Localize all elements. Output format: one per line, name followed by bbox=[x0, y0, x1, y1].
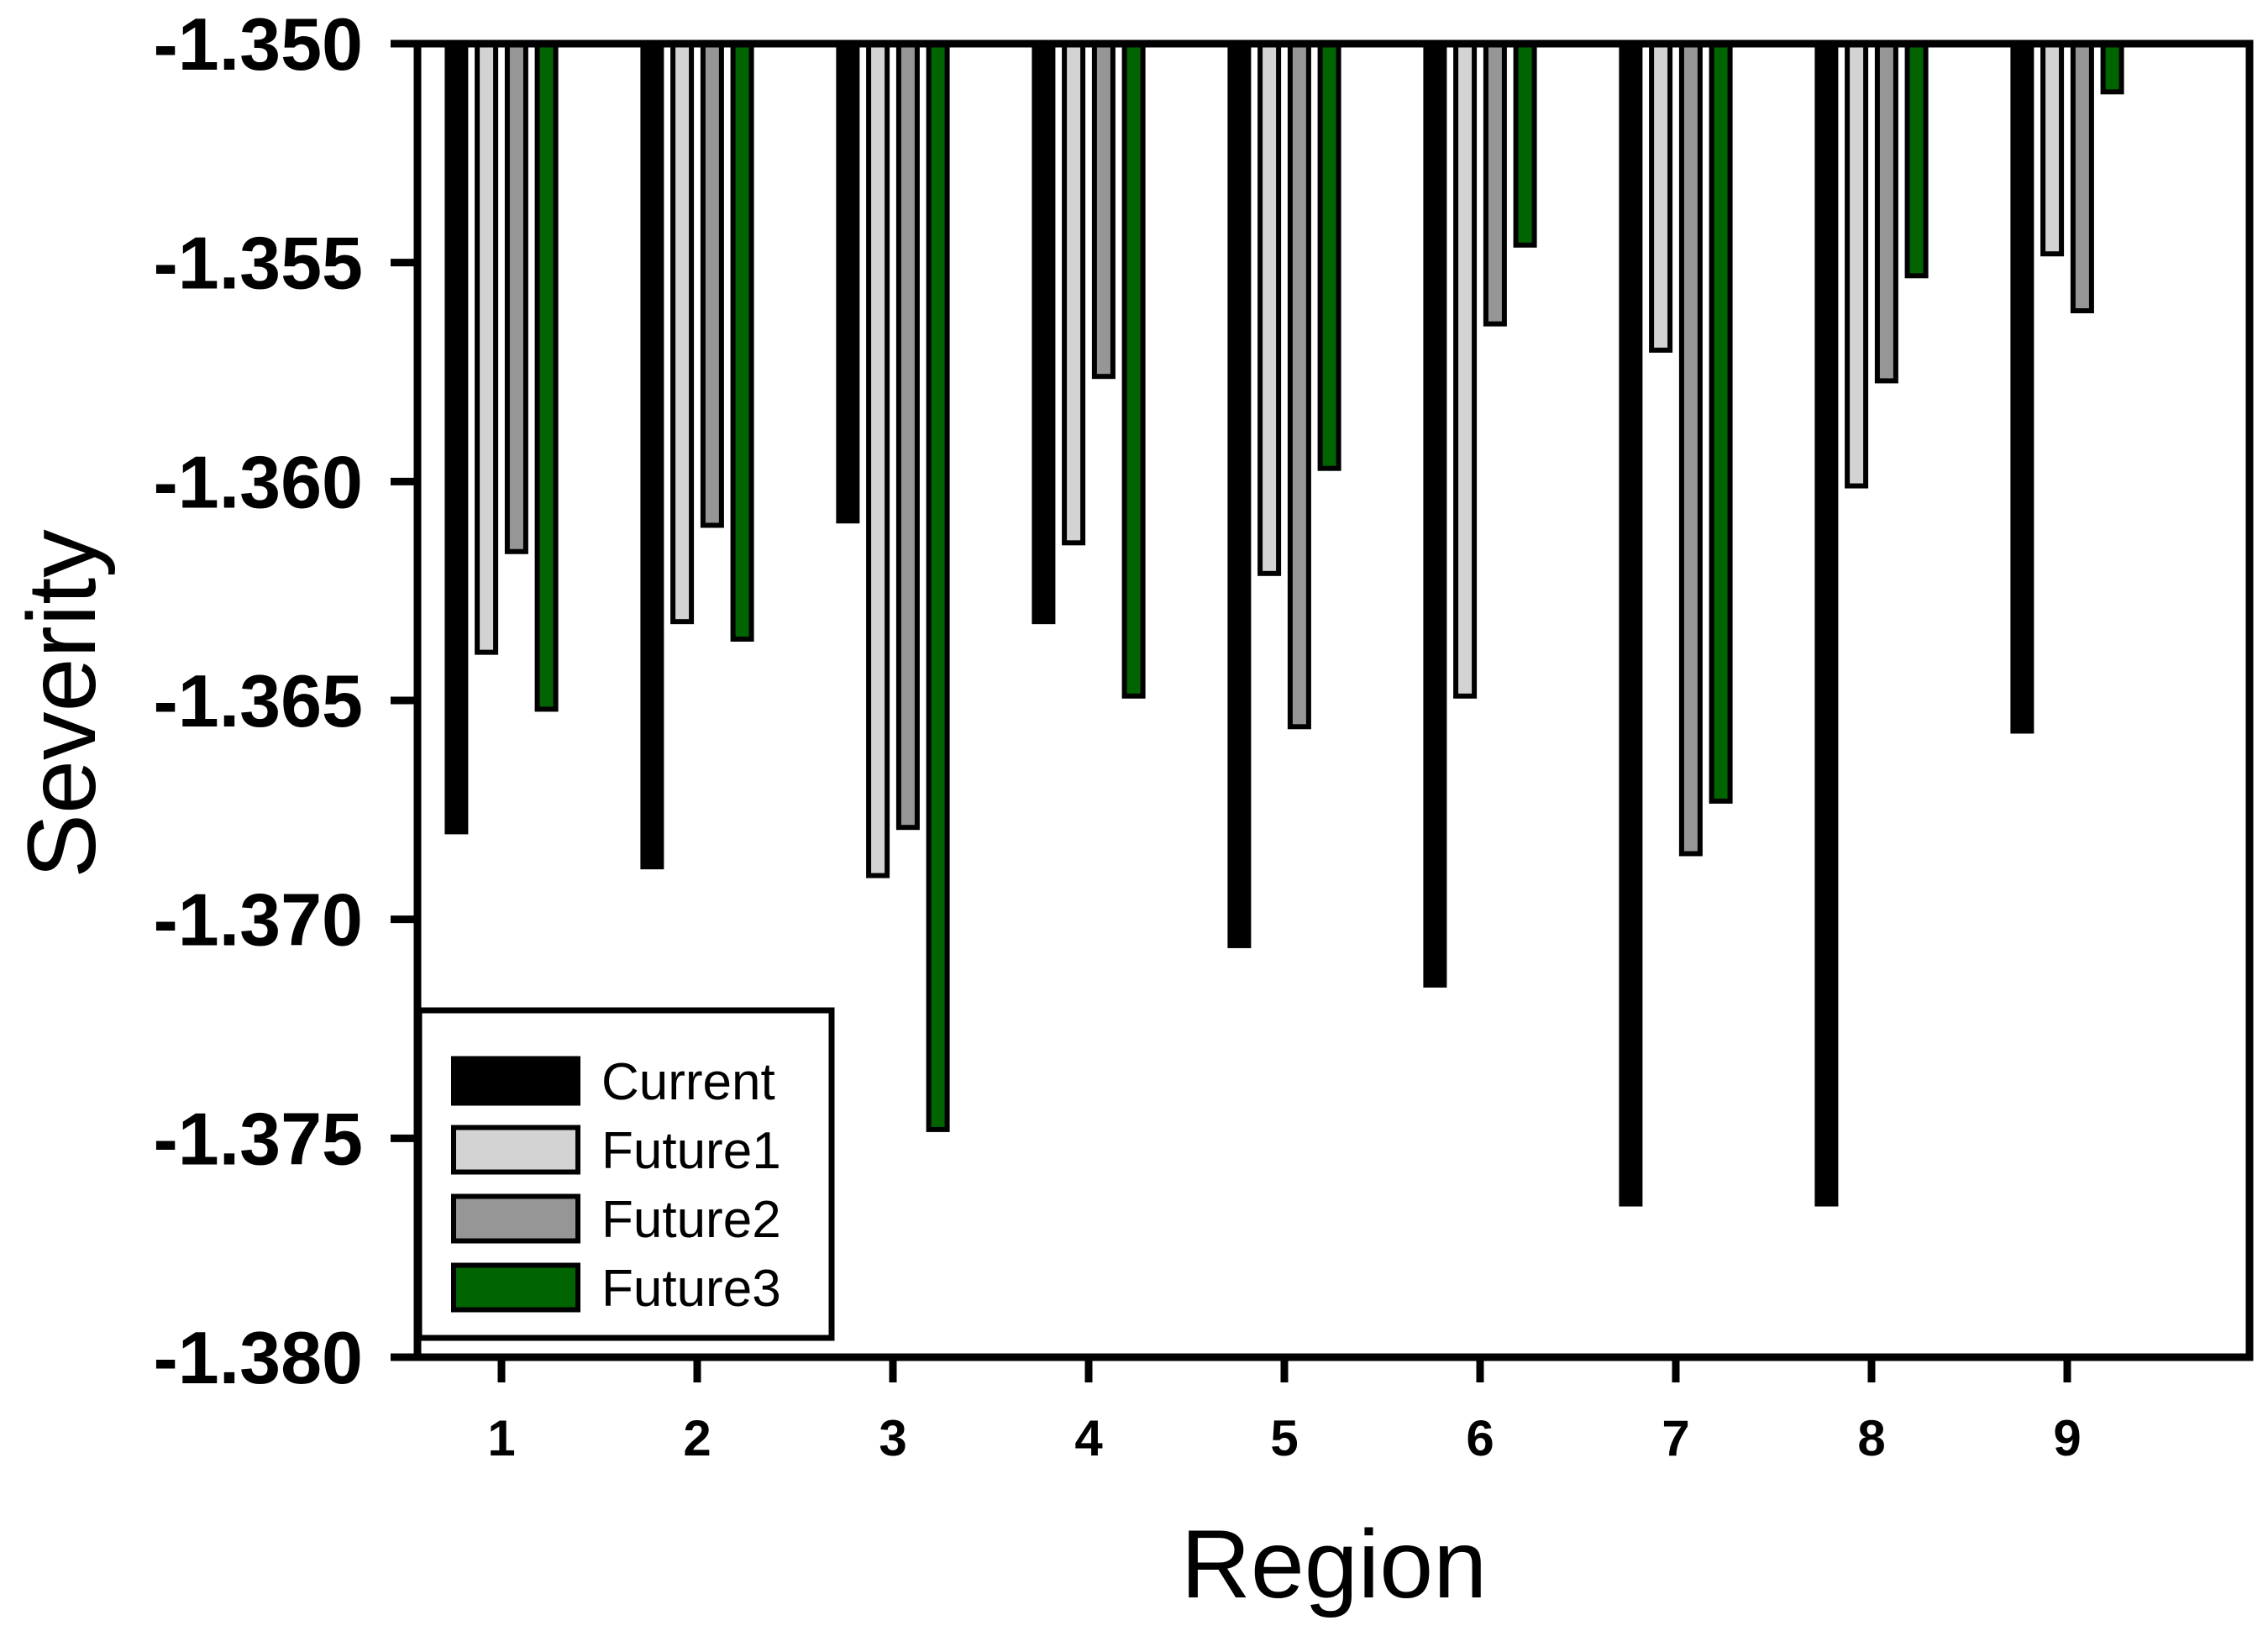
bar-region-7-future2 bbox=[1678, 41, 1703, 857]
bar-region-5-current bbox=[1227, 41, 1252, 948]
legend-swatch-future3 bbox=[451, 1262, 580, 1313]
y-tick-label: -1.365 bbox=[153, 659, 363, 742]
bar-region-6-future1 bbox=[1453, 41, 1478, 699]
x-axis-title: Region bbox=[1181, 1511, 1487, 1618]
bar-region-9-current bbox=[2010, 41, 2034, 734]
bar-region-3-current bbox=[836, 41, 860, 524]
y-tick-label: -1.350 bbox=[153, 3, 363, 86]
legend-swatch-future2 bbox=[451, 1193, 580, 1244]
bar-region-3-future2 bbox=[895, 41, 920, 831]
bar-region-1-current bbox=[444, 41, 469, 835]
bar-region-9-future1 bbox=[2040, 41, 2065, 257]
bar-region-2-current bbox=[640, 41, 664, 870]
bar-region-6-future2 bbox=[1483, 41, 1507, 327]
bar-region-6-future3 bbox=[1513, 41, 1537, 248]
bar-region-5-future2 bbox=[1287, 41, 1311, 730]
bar-region-3-future3 bbox=[926, 41, 950, 1132]
bar-region-1-future2 bbox=[504, 41, 528, 554]
bar-group-1 bbox=[444, 41, 559, 835]
legend-label-current: Current bbox=[601, 1053, 775, 1111]
bar-region-2-future1 bbox=[670, 41, 695, 625]
bar-region-7-future3 bbox=[1709, 41, 1733, 804]
bar-region-7-future1 bbox=[1649, 41, 1673, 353]
bar-region-3-future1 bbox=[866, 41, 890, 878]
bar-region-5-future3 bbox=[1317, 41, 1341, 471]
bar-region-2-future3 bbox=[730, 41, 754, 642]
bar-region-9-future3 bbox=[2100, 41, 2124, 95]
bar-region-1-future1 bbox=[475, 41, 499, 655]
bar-region-8-future2 bbox=[1874, 41, 1898, 384]
legend-swatch-future1 bbox=[451, 1125, 580, 1175]
bar-region-9-future2 bbox=[2070, 41, 2094, 314]
bar-region-8-future1 bbox=[1845, 41, 1869, 489]
y-tick-label: -1.370 bbox=[153, 878, 363, 962]
x-tick-label: 9 bbox=[2053, 1410, 2081, 1466]
x-tick-label: 3 bbox=[879, 1410, 906, 1466]
bar-group-8 bbox=[1814, 41, 1929, 1207]
y-axis-title: Severity bbox=[8, 529, 116, 878]
bar-region-5-future1 bbox=[1257, 41, 1282, 576]
bar-region-1-future3 bbox=[534, 41, 559, 712]
bar-region-4-current bbox=[1032, 41, 1056, 625]
x-tick-label: 2 bbox=[683, 1410, 711, 1466]
bar-group-5 bbox=[1227, 41, 1341, 948]
legend-swatch-current bbox=[451, 1056, 580, 1106]
bar-region-7-current bbox=[1619, 41, 1643, 1207]
legend: Current Future1 Future2 Future3 bbox=[416, 1007, 835, 1341]
y-tick-label: -1.355 bbox=[153, 222, 363, 305]
bar-region-4-future2 bbox=[1091, 41, 1116, 380]
bar-group-3 bbox=[836, 41, 950, 1132]
bar-region-2-future2 bbox=[700, 41, 724, 528]
bar-region-8-future3 bbox=[1904, 41, 1929, 279]
bar-region-4-future1 bbox=[1062, 41, 1086, 546]
y-tick-label: -1.375 bbox=[153, 1097, 363, 1180]
x-tick-label: 1 bbox=[487, 1410, 515, 1466]
x-tick-label: 4 bbox=[1074, 1410, 1103, 1466]
x-tick-label: 8 bbox=[1857, 1410, 1885, 1466]
y-tick-label: -1.360 bbox=[153, 440, 363, 523]
legend-label-future3: Future3 bbox=[601, 1260, 781, 1318]
bar-region-8-current bbox=[1814, 41, 1839, 1207]
legend-label-future2: Future2 bbox=[601, 1191, 781, 1249]
legend-label-future1: Future1 bbox=[601, 1122, 781, 1180]
y-tick-label: -1.380 bbox=[153, 1316, 363, 1399]
x-tick-label: 7 bbox=[1662, 1410, 1689, 1466]
bar-region-4-future3 bbox=[1121, 41, 1146, 699]
x-tick-label: 6 bbox=[1466, 1410, 1494, 1466]
bar-region-6-current bbox=[1423, 41, 1447, 988]
x-tick-label: 5 bbox=[1270, 1410, 1298, 1466]
